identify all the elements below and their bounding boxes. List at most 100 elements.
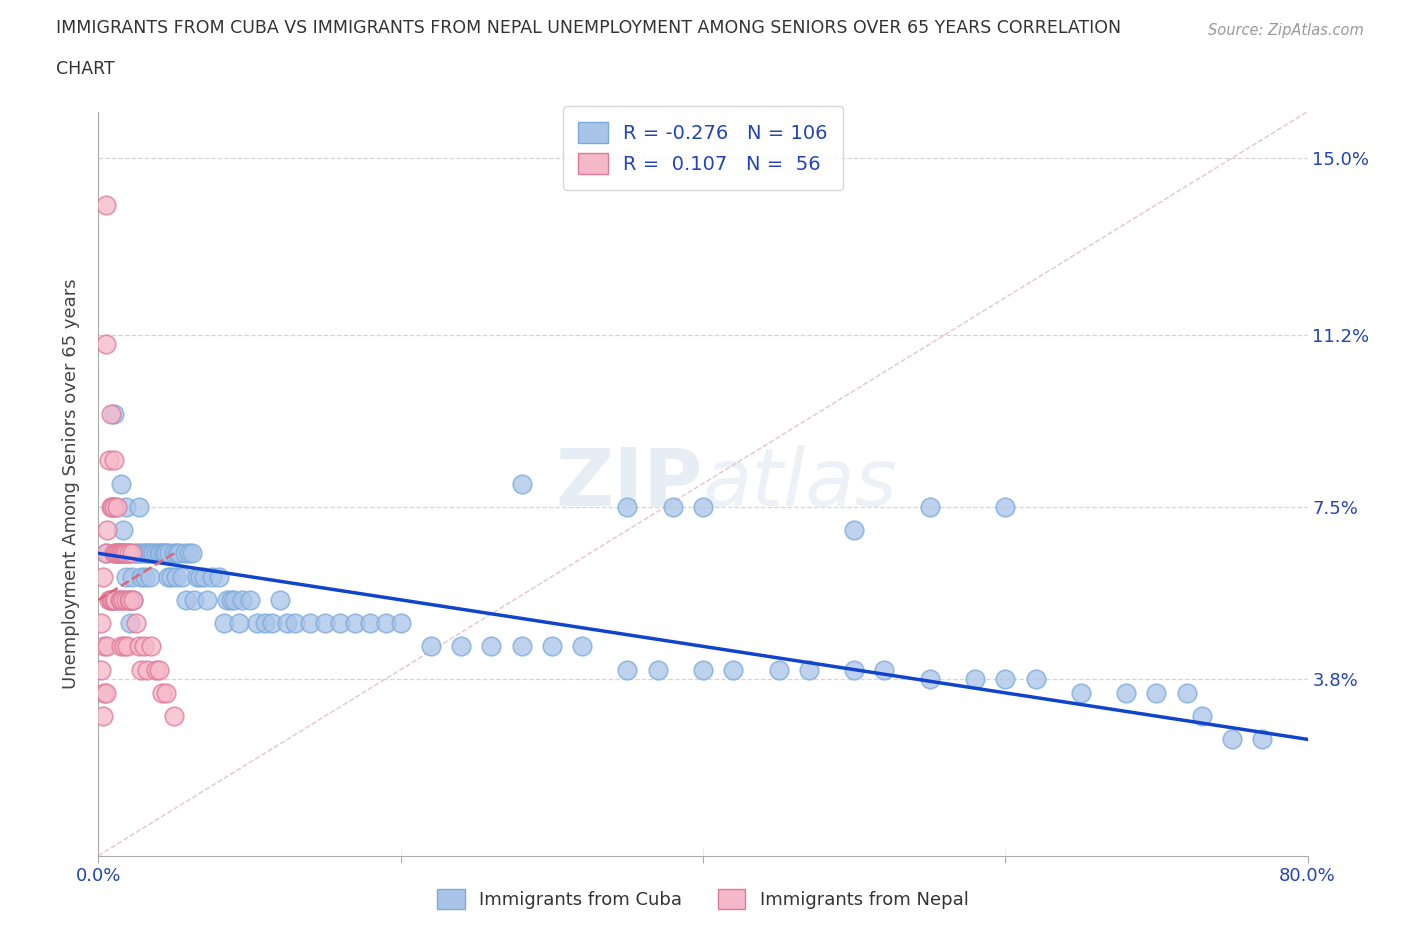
Point [221, 592, 243, 607]
Point [797, 662, 820, 677]
Point [965, 671, 987, 686]
Point [360, 616, 382, 631]
Point [142, 546, 165, 561]
Point [100, 406, 122, 421]
Point [224, 592, 246, 607]
Point [96, 639, 118, 654]
Point [135, 662, 157, 677]
Point [129, 662, 152, 677]
Point [571, 639, 593, 654]
Point [94, 546, 117, 561]
Point [160, 569, 183, 584]
Point [141, 639, 163, 654]
Point [100, 592, 122, 607]
Point [195, 592, 218, 607]
Point [107, 546, 129, 561]
Point [918, 671, 941, 686]
Point [118, 546, 141, 561]
Point [153, 546, 176, 561]
Point [692, 662, 714, 677]
Point [96, 523, 118, 538]
Point [1115, 685, 1137, 700]
Point [1175, 685, 1198, 700]
Point [104, 592, 127, 607]
Point [90, 616, 112, 631]
Point [145, 662, 167, 677]
Point [110, 592, 132, 607]
Point [389, 616, 412, 631]
Point [215, 592, 238, 607]
Point [120, 616, 142, 631]
Point [228, 616, 250, 631]
Point [91, 709, 114, 724]
Point [111, 523, 134, 538]
Point [692, 499, 714, 514]
Point [155, 685, 177, 700]
Point [994, 499, 1017, 514]
Point [723, 662, 745, 677]
Point [132, 639, 155, 654]
Point [107, 592, 129, 607]
Point [103, 499, 125, 514]
Point [115, 639, 138, 654]
Point [181, 546, 204, 561]
Point [111, 592, 134, 607]
Point [540, 639, 562, 654]
Point [110, 546, 132, 561]
Text: CHART: CHART [56, 60, 115, 78]
Point [125, 616, 148, 631]
Point [179, 546, 201, 561]
Point [420, 639, 443, 654]
Point [98, 592, 121, 607]
Point [616, 662, 638, 677]
Point [159, 546, 181, 561]
Point [122, 592, 145, 607]
Point [269, 592, 291, 607]
Point [152, 546, 174, 561]
Point [94, 337, 117, 352]
Point [101, 499, 124, 514]
Point [844, 662, 866, 677]
Point [1220, 732, 1243, 747]
Point [108, 592, 131, 607]
Point [148, 662, 170, 677]
Point [101, 592, 124, 607]
Point [118, 592, 141, 607]
Point [647, 662, 669, 677]
Point [103, 499, 125, 514]
Point [110, 546, 132, 561]
Point [918, 499, 941, 514]
Point [118, 546, 141, 561]
Point [201, 569, 224, 584]
Point [103, 546, 125, 561]
Point [844, 523, 866, 538]
Point [121, 546, 143, 561]
Point [93, 639, 115, 654]
Point [208, 569, 231, 584]
Point [114, 499, 136, 514]
Point [1191, 709, 1213, 724]
Text: ZIP: ZIP [555, 445, 703, 523]
Point [166, 546, 188, 561]
Point [253, 616, 276, 631]
Point [128, 639, 150, 654]
Point [1144, 685, 1167, 700]
Point [1251, 732, 1274, 747]
Point [299, 616, 322, 631]
Point [110, 476, 132, 491]
Point [139, 569, 162, 584]
Point [193, 569, 215, 584]
Point [156, 569, 179, 584]
Point [186, 569, 208, 584]
Point [112, 639, 135, 654]
Point [374, 616, 396, 631]
Point [141, 546, 163, 561]
Point [129, 569, 152, 584]
Point [111, 546, 134, 561]
Point [768, 662, 790, 677]
Point [104, 546, 127, 561]
Point [231, 592, 253, 607]
Text: Source: ZipAtlas.com: Source: ZipAtlas.com [1208, 23, 1364, 38]
Legend: Immigrants from Cuba, Immigrants from Nepal: Immigrants from Cuba, Immigrants from Ne… [430, 882, 976, 916]
Point [145, 546, 167, 561]
